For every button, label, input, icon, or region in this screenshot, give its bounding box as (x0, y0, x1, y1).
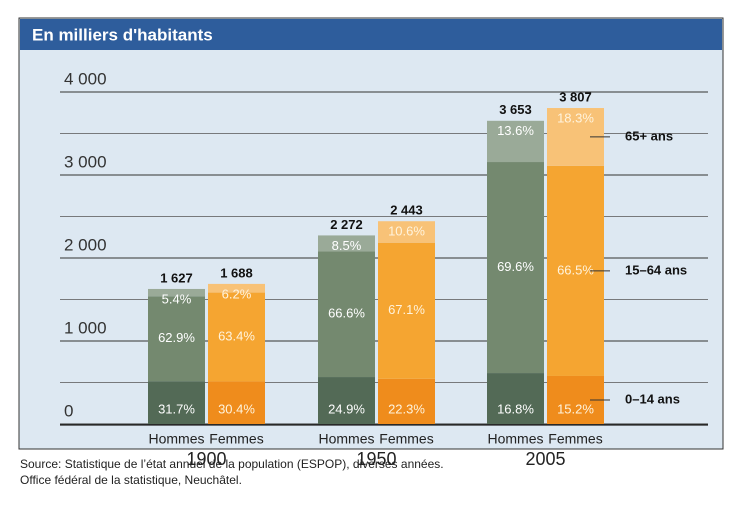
total-label: 1 627 (160, 270, 193, 285)
value-label: 22.3% (388, 401, 425, 416)
x-tick-label: Femmes (209, 431, 263, 447)
bar-segment (208, 292, 265, 382)
bar-segment (148, 288, 205, 297)
y-tick-label: 2 000 (64, 235, 107, 254)
value-label: 69.6% (497, 259, 534, 274)
value-label: 63.4% (218, 328, 255, 343)
group-label: 1950 (356, 449, 396, 469)
x-tick-label: Femmes (379, 431, 433, 447)
value-label: 18.3% (557, 110, 594, 125)
total-label: 3 807 (559, 89, 592, 104)
bar-segment (208, 381, 265, 424)
total-label: 2 443 (390, 203, 423, 218)
value-label: 5.4% (162, 291, 192, 306)
value-label: 24.9% (328, 401, 365, 416)
legend-label: 15–64 ans (625, 262, 687, 277)
value-label: 10.6% (388, 224, 425, 239)
bar-segment (487, 162, 544, 374)
bar-segment (318, 235, 375, 252)
chart-title: En milliers d'habitants (32, 25, 213, 44)
value-label: 15.2% (557, 401, 594, 416)
y-tick-label: 1 000 (64, 318, 107, 337)
y-tick-label: 3 000 (64, 152, 107, 171)
bar-segment (487, 120, 544, 163)
source: Source: Statistique de l’état annuel de … (20, 457, 444, 471)
x-tick-label: Hommes (148, 431, 204, 447)
value-label: 67.1% (388, 302, 425, 317)
legend-label: 65+ ans (625, 128, 673, 143)
x-tick-label: Femmes (548, 431, 602, 447)
bar-segment (378, 378, 435, 424)
value-label: 13.6% (497, 123, 534, 138)
group-label: 2005 (525, 449, 565, 469)
bar-segment (378, 242, 435, 379)
total-label: 2 272 (330, 217, 363, 232)
value-label: 16.8% (497, 401, 534, 416)
value-label: 62.9% (158, 330, 195, 345)
bar-segment (148, 296, 205, 382)
value-label: 66.6% (328, 306, 365, 321)
value-label: 6.2% (222, 286, 252, 301)
total-label: 1 688 (220, 265, 253, 280)
legend-label: 0–14 ans (625, 391, 680, 406)
x-tick-label: Hommes (318, 431, 374, 447)
bar-segment (148, 381, 205, 424)
total-label: 3 653 (499, 102, 532, 117)
y-tick-label: 4 000 (64, 69, 107, 88)
bar-segment (318, 377, 375, 424)
group-label: 1900 (186, 449, 226, 469)
bar-segment (208, 283, 265, 293)
bar-segment (318, 251, 375, 378)
source: Office fédéral de la statistique, Neuchâ… (20, 473, 242, 487)
bar-segment (487, 373, 544, 424)
bar-segment (378, 221, 435, 243)
header-bar (20, 19, 722, 50)
value-label: 66.5% (557, 262, 594, 277)
y-tick-label: 0 (64, 401, 73, 420)
value-label: 31.7% (158, 401, 195, 416)
value-label: 30.4% (218, 401, 255, 416)
value-label: 8.5% (332, 238, 362, 253)
x-tick-label: Hommes (487, 431, 543, 447)
